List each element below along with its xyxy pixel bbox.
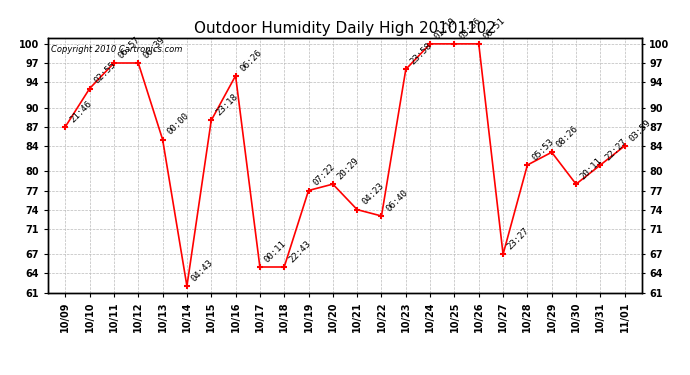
Text: 04:23: 04:23	[360, 182, 385, 207]
Text: 22:27: 22:27	[603, 137, 629, 162]
Text: 06:26: 06:26	[238, 48, 264, 73]
Text: 07:22: 07:22	[311, 162, 337, 188]
Text: 00:00: 00:00	[166, 111, 190, 137]
Text: Copyright 2010 Cartronics.com: Copyright 2010 Cartronics.com	[51, 45, 183, 54]
Text: 06:40: 06:40	[384, 188, 410, 213]
Text: 06:57: 06:57	[117, 35, 142, 60]
Text: 23:58: 23:58	[408, 41, 434, 67]
Text: 02:55: 02:55	[92, 60, 118, 86]
Text: 03:59: 03:59	[627, 118, 653, 143]
Text: 01:19: 01:19	[433, 16, 458, 41]
Text: 08:26: 08:26	[555, 124, 580, 150]
Text: 20:11: 20:11	[579, 156, 604, 182]
Text: 00:11: 00:11	[263, 239, 288, 264]
Text: 23:27: 23:27	[506, 226, 531, 252]
Text: 22:43: 22:43	[287, 239, 313, 264]
Text: 20:29: 20:29	[335, 156, 361, 182]
Text: 23:18: 23:18	[214, 92, 239, 118]
Text: 21:46: 21:46	[68, 99, 93, 124]
Text: 06:51: 06:51	[482, 16, 507, 41]
Text: 03:36: 03:36	[457, 16, 482, 41]
Text: 06:39: 06:39	[141, 35, 166, 60]
Text: 05:53: 05:53	[530, 137, 555, 162]
Text: 04:43: 04:43	[190, 258, 215, 284]
Title: Outdoor Humidity Daily High 20101102: Outdoor Humidity Daily High 20101102	[194, 21, 496, 36]
